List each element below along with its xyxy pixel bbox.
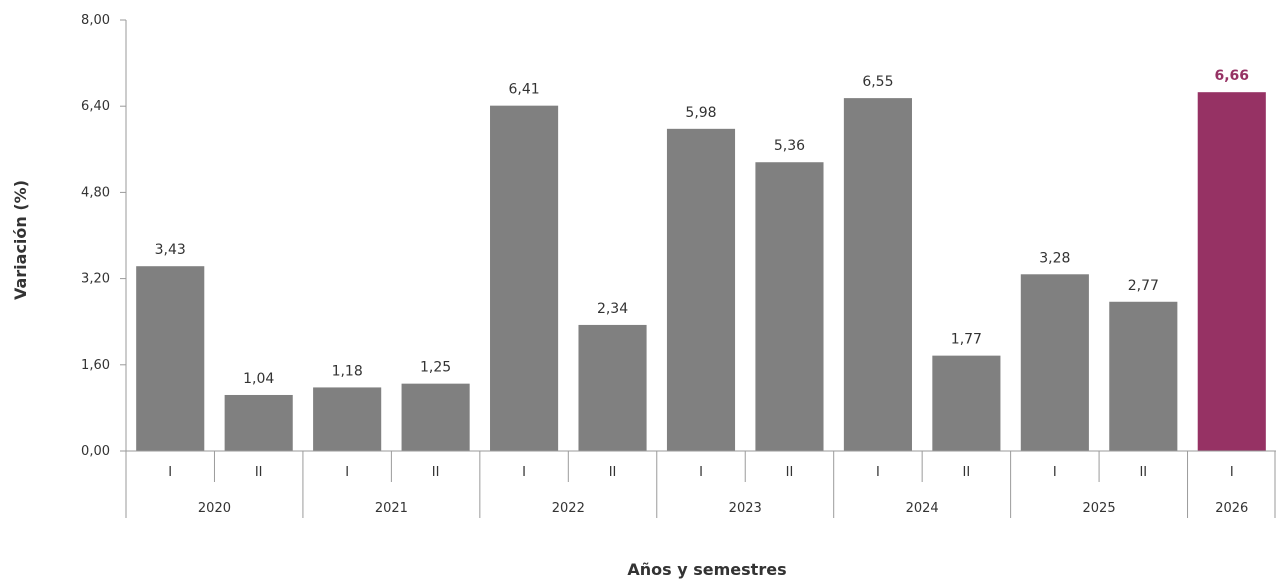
semester-label: II: [963, 465, 971, 480]
bar-value-label: 2,77: [1128, 278, 1159, 294]
bar-highlight: [1197, 92, 1266, 451]
bar-value-label: 2,34: [597, 301, 628, 317]
semester-label: I: [1053, 465, 1057, 480]
semester-label: II: [786, 465, 794, 480]
y-tick-label: 6,40: [81, 99, 110, 114]
value-labels: 3,43 1,04 1,18 1,25 6,41 2,34 5,98 5,36 6,55 1,77…: [155, 68, 1249, 387]
y-tick-label: 3,20: [81, 272, 110, 287]
bars: [136, 92, 1266, 452]
bar-value-label: 5,98: [685, 105, 716, 121]
bar-value-label: 6,41: [508, 82, 539, 98]
bar: [490, 105, 559, 451]
semester-label: I: [876, 465, 880, 480]
bar-value-label: 1,18: [332, 363, 363, 379]
y-tick-label: 0,00: [81, 444, 110, 459]
bar: [932, 355, 1001, 451]
year-label: 2022: [552, 501, 585, 516]
semester-label: II: [609, 465, 617, 480]
y-tick-label: 4,80: [81, 185, 110, 200]
bar: [578, 324, 647, 451]
semester-label: II: [1139, 465, 1147, 480]
bar: [666, 128, 736, 451]
semester-label: II: [255, 465, 263, 480]
year-label: 2021: [375, 501, 408, 516]
semester-label: II: [432, 465, 440, 480]
bar: [401, 383, 470, 451]
bar: [1020, 274, 1089, 451]
y-tick-label: 8,00: [81, 13, 110, 28]
semester-label: I: [522, 465, 526, 480]
bar: [136, 266, 205, 451]
bar: [224, 394, 293, 451]
bar-value-label: 6,55: [862, 74, 893, 90]
bar-value-label: 3,43: [155, 242, 186, 258]
bar: [843, 98, 912, 452]
bar-value-label: 5,36: [774, 138, 805, 154]
x-axis-title: Años y semestres: [627, 560, 786, 579]
bar: [755, 162, 824, 452]
bar-value-label: 1,04: [243, 371, 274, 387]
year-label: 2026: [1215, 501, 1248, 516]
y-axis: 0,00 1,60 3,20 4,80 6,40 8,00: [81, 13, 127, 518]
bar-value-label: 1,25: [420, 360, 451, 376]
year-label: 2023: [729, 501, 762, 516]
bar-value-label: 3,28: [1039, 250, 1070, 266]
year-label: 2025: [1083, 501, 1116, 516]
year-label: 2024: [906, 501, 939, 516]
bar-value-label: 1,77: [951, 332, 982, 348]
semester-label: I: [699, 465, 703, 480]
semester-label: I: [168, 465, 172, 480]
semester-label: I: [1230, 465, 1234, 480]
year-label: 2020: [198, 501, 231, 516]
bar-value-label: 6,66: [1214, 68, 1249, 84]
y-axis-title: Variación (%): [11, 180, 30, 300]
semester-label: I: [345, 465, 349, 480]
bar: [313, 387, 382, 451]
bar: [1109, 301, 1178, 451]
y-tick-label: 1,60: [81, 358, 110, 373]
